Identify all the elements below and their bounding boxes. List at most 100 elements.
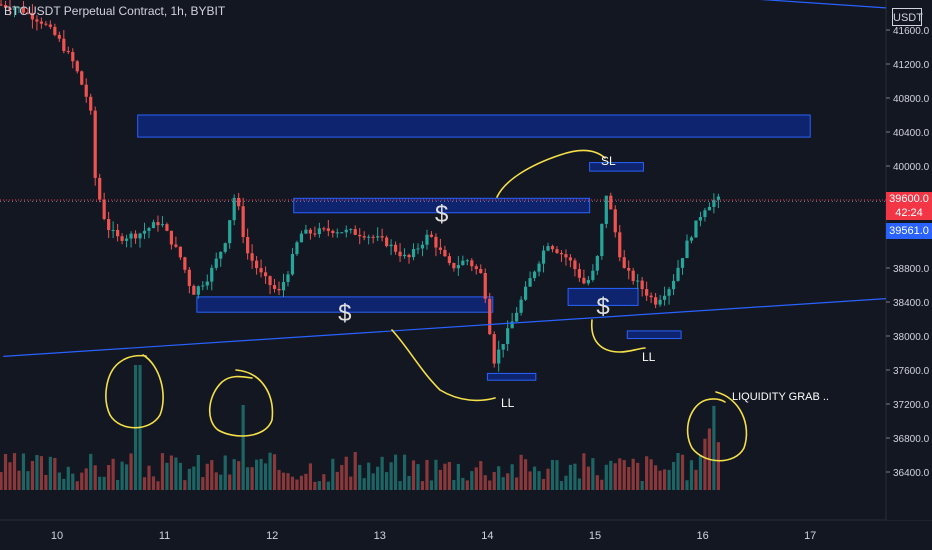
- candle-body: [219, 251, 223, 259]
- time-axis-bg: [0, 521, 932, 550]
- candle-body: [564, 254, 568, 258]
- volume-bar: [44, 474, 48, 490]
- volume-bar: [187, 468, 191, 490]
- last-price-tag: 39600.0 42:24: [886, 192, 932, 220]
- volume-bar: [609, 460, 613, 490]
- volume-bar: [174, 457, 178, 490]
- candle-body: [667, 289, 671, 296]
- volume-bar: [443, 463, 447, 490]
- annotation-sl: SL: [601, 154, 616, 168]
- candle-body: [519, 299, 523, 313]
- candle-body: [246, 237, 250, 254]
- volume-bar: [385, 472, 389, 490]
- supply-demand-zone: [626, 330, 682, 340]
- volume-bar: [438, 469, 443, 490]
- candle-body: [156, 222, 160, 226]
- candle-body: [523, 286, 528, 300]
- x-tick-label: 10: [51, 530, 63, 542]
- candle-body: [116, 229, 120, 237]
- candle-body: [376, 236, 380, 238]
- candle-body: [506, 328, 510, 345]
- candle-body: [30, 12, 35, 20]
- volume-bar: [680, 454, 685, 490]
- currency-badge[interactable]: USDT: [892, 8, 923, 26]
- volume-bar: [3, 453, 8, 490]
- volume-bar: [671, 461, 676, 490]
- candle-body: [420, 244, 425, 249]
- candle-body: [577, 269, 581, 278]
- candle-body: [546, 246, 550, 251]
- candle-body: [129, 233, 133, 239]
- volume-bar: [376, 466, 380, 490]
- curve-below-right-zone: [591, 319, 646, 353]
- volume-bar: [698, 455, 703, 490]
- volume-bar: [0, 472, 3, 490]
- volume-bar: [71, 473, 75, 490]
- volume-bar: [618, 458, 622, 490]
- volume-bar: [501, 477, 505, 490]
- candle-body: [89, 96, 93, 111]
- volume-bar: [205, 463, 209, 490]
- volume-bar: [26, 471, 30, 490]
- candle-body: [178, 246, 182, 258]
- candle-body: [349, 229, 353, 231]
- volume-bar: [66, 466, 70, 490]
- candle-body: [142, 230, 147, 234]
- volume-bar: [62, 478, 66, 490]
- x-tick-label: 16: [696, 530, 708, 542]
- volume-bar: [613, 463, 617, 490]
- candle-body: [586, 279, 590, 284]
- volume-bar: [523, 459, 528, 490]
- annotation-ll-2: LL: [642, 350, 656, 364]
- candle-body: [680, 258, 685, 268]
- candle-body: [362, 236, 366, 238]
- volume-circle-3: [686, 391, 748, 462]
- volume-bar: [591, 458, 595, 490]
- candle-body: [425, 234, 429, 245]
- volume-bar: [550, 459, 555, 490]
- volume-bar: [420, 481, 425, 490]
- volume-bar: [331, 458, 335, 490]
- candle-body: [694, 220, 698, 238]
- candle-body: [223, 243, 227, 252]
- volume-bar: [595, 475, 599, 490]
- volume-bar: [8, 462, 12, 490]
- volume-bar: [461, 477, 465, 490]
- supply-demand-zone: [137, 114, 811, 138]
- candle-body: [461, 260, 465, 266]
- candle-body: [21, 7, 26, 13]
- volume-bar: [622, 460, 626, 490]
- candle-body: [559, 252, 564, 255]
- volume-bar: [344, 456, 348, 490]
- candle-body: [712, 199, 716, 207]
- candle-body: [237, 197, 241, 207]
- candle-body: [263, 272, 268, 277]
- candle-body: [438, 247, 443, 250]
- y-tick-label: 37600.0: [893, 366, 930, 377]
- volume-bar: [313, 481, 317, 490]
- candle-body: [210, 267, 214, 282]
- volume-bar: [488, 480, 492, 490]
- candle-body: [75, 61, 79, 72]
- volume-bar: [299, 475, 304, 490]
- candle-body: [344, 229, 348, 233]
- volume-bar: [658, 470, 662, 490]
- candle-body: [295, 242, 299, 255]
- symbol-title[interactable]: BTCUSDT Perpetual Contract, 1h, BYBIT: [4, 4, 226, 18]
- candle-body: [582, 277, 586, 284]
- candle-body: [541, 250, 546, 264]
- volume-bar: [120, 461, 124, 490]
- candle-body: [241, 206, 245, 238]
- volume-bar: [254, 459, 259, 490]
- volume-bar: [685, 480, 689, 490]
- volume-bar: [353, 452, 357, 490]
- volume-bar: [80, 472, 84, 490]
- y-tick-label: 38800.0: [893, 264, 930, 275]
- volume-bar: [93, 465, 97, 490]
- candle-body: [434, 236, 438, 248]
- candle-body: [654, 297, 658, 305]
- volume-bar: [676, 452, 680, 490]
- volume-bar: [223, 455, 227, 490]
- candle-body: [515, 312, 519, 322]
